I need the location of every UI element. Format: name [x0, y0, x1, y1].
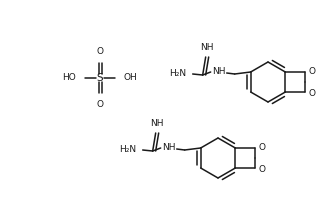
- Text: O: O: [308, 89, 315, 97]
- Text: O: O: [258, 143, 265, 152]
- Text: NH: NH: [162, 143, 175, 152]
- Text: NH: NH: [212, 68, 226, 77]
- Text: H₂N: H₂N: [120, 146, 137, 155]
- Text: NH: NH: [200, 43, 214, 52]
- Text: O: O: [97, 47, 103, 56]
- Text: S: S: [97, 73, 103, 83]
- Text: O: O: [308, 66, 315, 75]
- Text: H₂N: H₂N: [169, 69, 187, 78]
- Text: O: O: [97, 100, 103, 109]
- Text: HO: HO: [62, 74, 76, 83]
- Text: NH: NH: [150, 119, 163, 128]
- Text: OH: OH: [124, 74, 138, 83]
- Text: O: O: [258, 164, 265, 174]
